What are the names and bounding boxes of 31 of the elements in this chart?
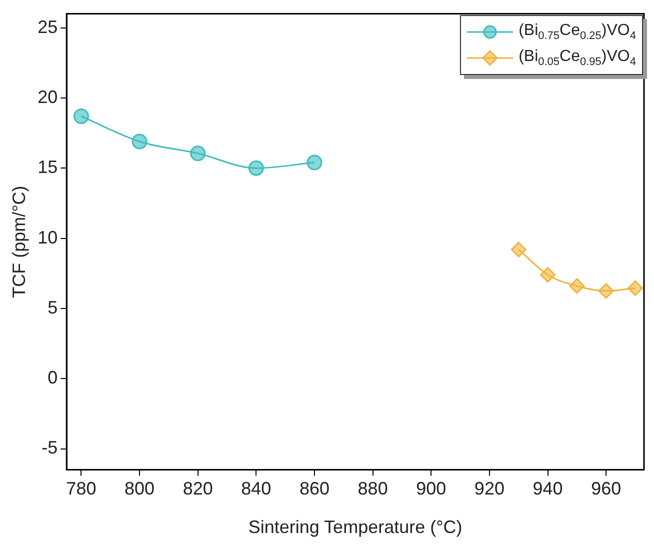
x-tick-label: 800 xyxy=(124,478,155,499)
point xyxy=(132,134,148,150)
y-tick-label: 0 xyxy=(48,368,58,388)
point xyxy=(306,154,322,170)
point xyxy=(628,280,643,296)
y-tick-label: 25 xyxy=(38,16,58,37)
x-tick-label: 780 xyxy=(66,478,96,499)
y-tick-label: 15 xyxy=(38,157,58,178)
x-tick-label: 960 xyxy=(591,478,622,499)
point xyxy=(510,242,526,258)
x-tick-label: 820 xyxy=(182,478,213,499)
point xyxy=(569,278,585,294)
point xyxy=(540,267,556,283)
x-tick-label: 940 xyxy=(532,478,563,499)
x-axis-title: Sintering Temperature (°C) xyxy=(248,517,462,538)
legend-label: (Bi$_{0.75}$Ce$_{0.25}$)VO$_{4}$ xyxy=(518,22,636,42)
y-tick-label: 20 xyxy=(38,86,58,107)
legend-label: (Bi$_{0.05}$Ce$_{0.95}$)VO$_{4}$ xyxy=(518,48,636,68)
point xyxy=(73,108,89,124)
y-tick-label: 5 xyxy=(48,297,58,318)
point xyxy=(248,160,264,176)
x-tick-label: 860 xyxy=(299,478,330,499)
x-tick-label: 920 xyxy=(474,478,504,499)
x-tick-label: 880 xyxy=(358,478,388,499)
x-tick-label: 840 xyxy=(241,478,272,499)
point xyxy=(598,283,614,299)
x-tick-label: 900 xyxy=(416,478,446,499)
point xyxy=(190,146,206,162)
y-tick-label: 10 xyxy=(38,227,58,248)
y-tick-label: -5 xyxy=(42,438,58,458)
y-axis-title: TCF (ppm/°C) xyxy=(8,186,29,298)
